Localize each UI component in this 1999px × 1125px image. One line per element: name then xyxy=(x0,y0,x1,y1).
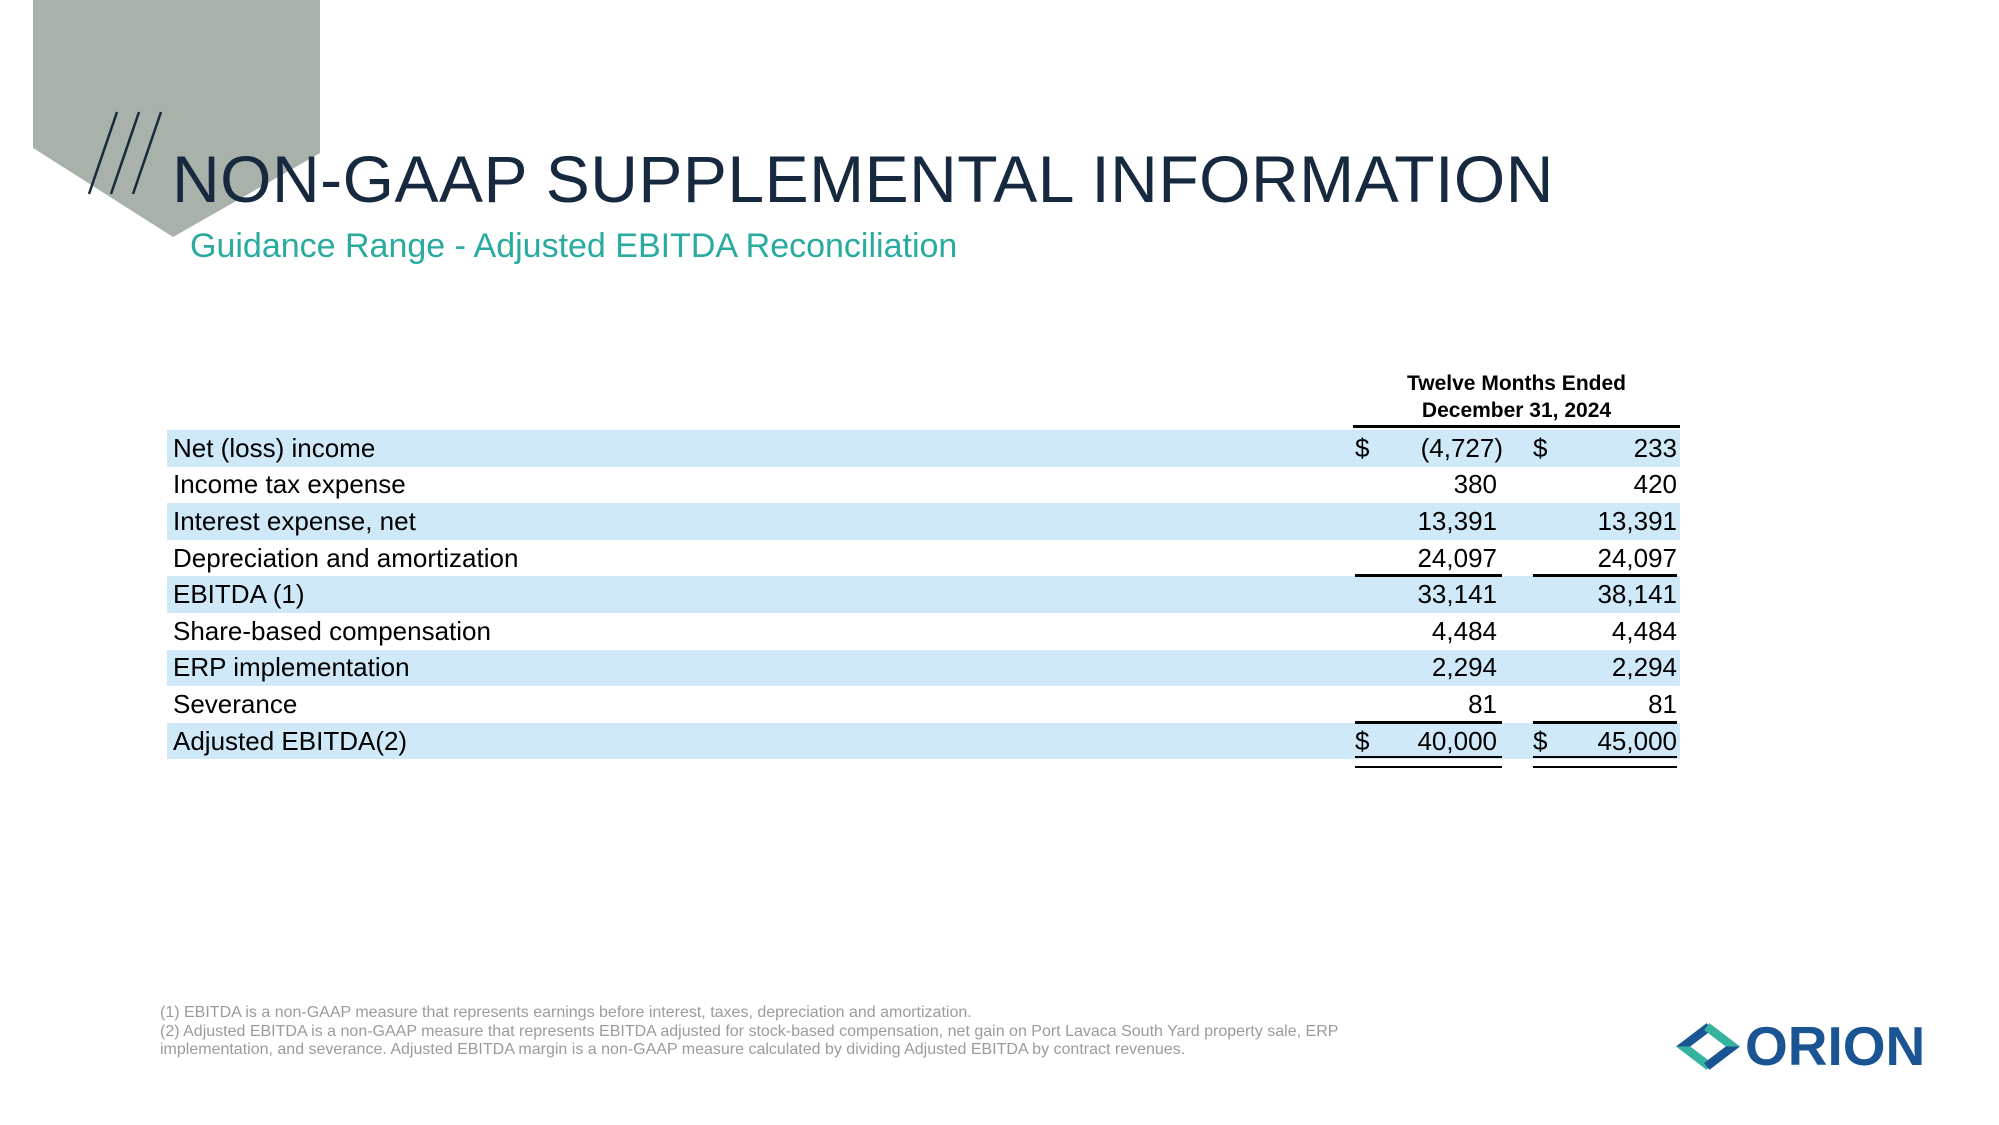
table-period-header: Twelve Months Ended December 31, 2024 xyxy=(1353,370,1680,424)
value-high: 38,141 xyxy=(1597,579,1677,610)
value-high: 13,391 xyxy=(1597,505,1677,536)
value-high: 24,097 xyxy=(1597,542,1677,573)
column-gap xyxy=(1505,430,1528,467)
period-header-line2: December 31, 2024 xyxy=(1421,399,1612,422)
value-high: 233 xyxy=(1633,432,1677,463)
page-subtitle: Guidance Range - Adjusted EBITDA Reconci… xyxy=(190,227,958,265)
footnote-1: (1) EBITDA is a non-GAAP measure that re… xyxy=(160,1004,972,1021)
value-low: (4,727) xyxy=(1420,432,1503,463)
footnotes: (1) EBITDA is a non-GAAP measure that re… xyxy=(160,1004,1422,1060)
value-low: 4,484 xyxy=(1431,615,1497,646)
column-gap xyxy=(1505,540,1528,577)
table-row: Depreciation and amortization 24,097 24,… xyxy=(167,540,1680,577)
page-title: NON-GAAP SUPPLEMENTAL INFORMATION xyxy=(172,142,1554,216)
triple-slash-icon xyxy=(87,111,163,195)
value-low: 81 xyxy=(1468,688,1497,719)
table-row: Severance 81 81 xyxy=(167,686,1680,724)
period-header-line1: Twelve Months Ended xyxy=(1407,372,1626,395)
value-low: 2,294 xyxy=(1431,652,1497,683)
dollar-sign: $ xyxy=(1533,432,1548,463)
row-label: EBITDA (1) xyxy=(173,579,305,610)
value-low: 40,000 xyxy=(1417,725,1497,756)
column-gap xyxy=(1505,686,1528,723)
value-high: 81 xyxy=(1648,688,1677,719)
dollar-sign: $ xyxy=(1355,432,1370,463)
table-row: EBITDA (1) 33,141 38,141 xyxy=(167,576,1680,613)
value-high: 420 xyxy=(1633,469,1677,500)
table-row: ERP implementation 2,294 2,294 xyxy=(167,649,1680,687)
table-row-total: Adjusted EBITDA(2) $ 40,000 $ 45,000 xyxy=(167,722,1680,768)
value-high: 2,294 xyxy=(1611,652,1677,683)
table-row: Income tax expense 380 420 xyxy=(167,467,1680,504)
row-label: Adjusted EBITDA(2) xyxy=(173,725,408,756)
dollar-sign: $ xyxy=(1355,725,1370,756)
value-high: 45,000 xyxy=(1597,725,1677,756)
value-low: 13,391 xyxy=(1417,505,1497,536)
row-label: Severance xyxy=(173,688,298,719)
value-low: 24,097 xyxy=(1417,542,1497,573)
column-gap xyxy=(1505,576,1528,613)
row-label: ERP implementation xyxy=(173,652,410,683)
orion-logo-text: ORION xyxy=(1745,1015,1926,1077)
ebitda-reconciliation-table: Twelve Months Ended December 31, 2024 Ne… xyxy=(167,370,1680,768)
dollar-sign: $ xyxy=(1533,725,1548,756)
column-gap xyxy=(1505,650,1528,687)
column-gap xyxy=(1505,467,1528,504)
column-gap xyxy=(1505,723,1528,760)
value-low: 33,141 xyxy=(1417,579,1497,610)
row-label: Net (loss) income xyxy=(173,432,376,463)
table-row: Share-based compensation 4,484 4,484 xyxy=(167,613,1680,650)
table-body: Net (loss) income $ (4,727) $ 233 Income… xyxy=(167,430,1680,768)
table-row: Interest expense, net 13,391 13,391 xyxy=(167,503,1680,540)
orion-logo-icon xyxy=(1676,1023,1740,1070)
value-high: 4,484 xyxy=(1611,615,1677,646)
header-rule xyxy=(1353,424,1680,428)
row-label: Interest expense, net xyxy=(173,505,416,536)
column-gap xyxy=(1505,613,1528,650)
value-low: 380 xyxy=(1453,469,1497,500)
table-row: Net (loss) income $ (4,727) $ 233 xyxy=(167,430,1680,467)
row-label: Share-based compensation xyxy=(173,615,491,646)
row-label: Income tax expense xyxy=(173,469,406,500)
footnote-2: (2) Adjusted EBITDA is a non-GAAP measur… xyxy=(160,1022,1339,1059)
orion-logo: ORION xyxy=(1676,1019,1925,1074)
column-gap xyxy=(1505,503,1528,540)
row-label: Depreciation and amortization xyxy=(173,542,519,573)
